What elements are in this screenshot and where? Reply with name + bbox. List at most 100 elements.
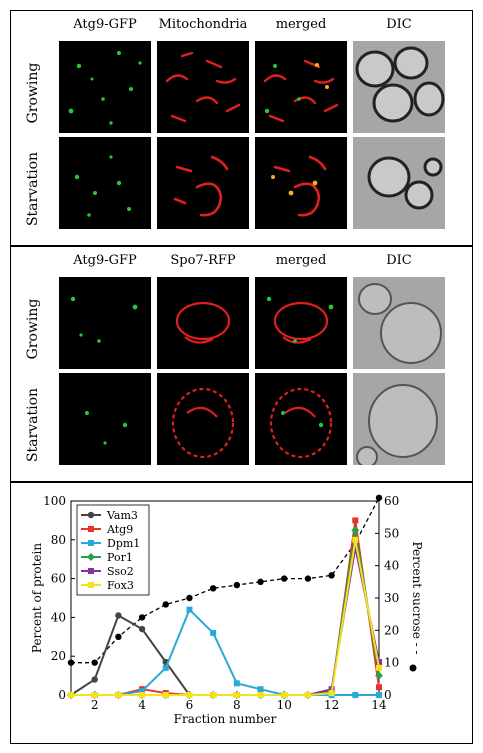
legend-marker-sso2 (88, 568, 94, 574)
micrograph-dic-growing (353, 41, 445, 133)
sucrose-point (375, 494, 383, 501)
legend-label-sso2: Sso2 (107, 565, 134, 578)
point-fox3 (233, 692, 240, 698)
micrograph-dic-growing (353, 277, 445, 369)
y-tick-label-left: 60 (51, 572, 66, 586)
y-tick-label-left: 100 (43, 494, 66, 508)
micrograph-merged-starvation (255, 373, 347, 465)
point-atg9 (352, 517, 359, 524)
legend-marker-por1 (87, 553, 95, 561)
point-sso2 (376, 659, 382, 666)
legend-box (76, 504, 150, 596)
x-tick-label: 10 (277, 698, 292, 712)
micrograph-atg9-starvation (59, 373, 151, 465)
sucrose-point (257, 578, 264, 586)
point-dpm1 (186, 606, 193, 613)
point-fox3 (162, 692, 169, 698)
col-header-mitochondria: Mitochondria (158, 17, 248, 32)
micrograph-mitochondria-growing (157, 41, 249, 133)
panel-atg9-spo7: Atg9-GFP Spo7-RFP merged DIC Growing Sta… (10, 246, 473, 482)
x-tick-label: 12 (324, 698, 339, 712)
x-tick-label: 8 (233, 698, 241, 712)
micrograph-spo7-starvation (157, 373, 249, 465)
panel-fractionation-chart: 2 4 6 8 10 12 14 0 20 40 60 80 100 0 10 20 30 40 50 60 Fract… (10, 482, 473, 744)
micrograph-spo7-growing (157, 277, 249, 369)
chart-svg: 2 4 6 8 10 12 140204060801000102030405060Fract… (30, 494, 424, 726)
micrograph-dic-starvation (353, 373, 445, 465)
row-label-starvation: Starvation (25, 151, 41, 227)
row-label-starvation: Starvation (25, 387, 41, 463)
point-fox3 (91, 692, 98, 698)
point-por1 (351, 526, 360, 535)
point-dpm1 (257, 686, 264, 693)
y-tick-label-right: 60 (384, 494, 399, 508)
legend-label-vam3: Vam3 (106, 509, 138, 522)
point-fox3 (304, 692, 311, 698)
point-atg9 (376, 684, 382, 691)
point-fox3 (281, 692, 288, 698)
x-tick-label: 2 (91, 698, 99, 712)
point-fox3 (376, 664, 382, 671)
micrograph-atg9-growing (59, 41, 151, 133)
sucrose-point (162, 601, 169, 608)
point-fox3 (352, 536, 359, 543)
point-fox3 (328, 690, 335, 697)
point-fox3 (210, 692, 217, 698)
y-tick-label-right: 50 (384, 526, 399, 540)
sucrose-point (209, 585, 217, 592)
sucrose-point (115, 633, 122, 640)
y-tick-label-left: 20 (51, 649, 66, 663)
x-axis-label: Fraction number (174, 712, 277, 726)
micrograph-dic-starvation (353, 137, 445, 229)
y-tick-label-right: 20 (384, 623, 399, 637)
y-tick-label-right: 30 (384, 591, 399, 605)
sucrose-point (304, 575, 312, 582)
point-sso2 (352, 544, 359, 551)
x-tick-label: 6 (186, 698, 194, 712)
col-header-merged: merged (275, 17, 327, 32)
legend-marker-atg9 (88, 526, 94, 532)
col-header-merged: merged (275, 253, 327, 268)
x-tick-label: 14 (371, 698, 387, 712)
point-vam3 (115, 612, 122, 619)
point-fox3 (257, 692, 264, 698)
sucrose-point (233, 581, 241, 589)
point-dpm1 (210, 629, 217, 636)
legend-marker-fox3 (88, 582, 94, 588)
sucrose-point (186, 594, 193, 602)
point-dpm1 (352, 692, 359, 698)
sucrose-point (328, 572, 335, 579)
sucrose-point (91, 659, 98, 666)
y-axis-label-right: Percent sucrose - - (410, 541, 424, 654)
point-fox3 (139, 692, 146, 698)
x-tick-label: 4 (138, 698, 146, 712)
fractionation-chart: 2 4 6 8 10 12 14 0 20 40 60 80 100 0 10 20 30 40 50 60 Fract… (11, 483, 472, 743)
point-vam3 (91, 676, 98, 683)
sucrose-point (67, 659, 75, 666)
legend-marker-dpm1 (88, 540, 94, 546)
legend-marker-vam3 (87, 511, 95, 519)
row-label-growing: Growing (25, 62, 41, 124)
point-por1 (375, 671, 383, 680)
point-fox3 (115, 692, 122, 698)
point-dpm1 (376, 692, 382, 698)
legend-label-por1: Por1 (107, 551, 133, 564)
col-header-atg9-gfp: Atg9-GFP (73, 17, 137, 32)
legend-label-fox3: Fox3 (107, 579, 134, 592)
y-tick-label-right: 0 (384, 688, 392, 702)
sucrose-point (281, 575, 288, 582)
y-tick-label-left: 80 (51, 533, 66, 547)
col-header-dic: DIC (386, 17, 412, 32)
micrograph-merged-growing (255, 41, 347, 133)
y-tick-label-right: 10 (384, 656, 399, 670)
sucrose-point (138, 614, 146, 621)
col-header-atg9-gfp: Atg9-GFP (73, 253, 137, 268)
point-fox3 (186, 692, 193, 698)
row-label-growing: Growing (25, 298, 41, 360)
legend-label-atg9: Atg9 (106, 523, 133, 536)
sucrose-legend-marker (409, 664, 417, 672)
legend-label-dpm1: Dpm1 (107, 537, 140, 550)
col-header-spo7-rfp: Spo7-RFP (170, 253, 236, 268)
point-fox3 (68, 692, 74, 698)
col-header-dic: DIC (386, 253, 412, 268)
